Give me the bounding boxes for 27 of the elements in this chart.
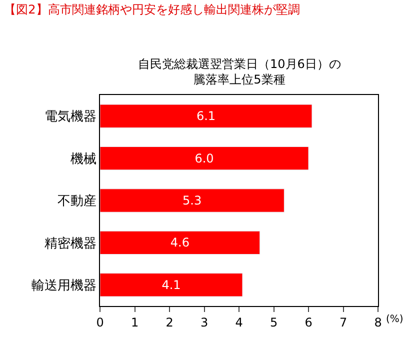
bar [100,230,260,255]
data-label: 6.0 [194,151,214,166]
y-tick-label: 不動産 [57,193,96,210]
data-label: 4.6 [170,236,190,250]
x-tick-label: 5 [270,315,278,330]
x-tick-label: 1 [130,315,139,330]
y-tick-label: 輸送用機器 [31,278,96,294]
y-tick-label: 精密機器 [44,236,96,252]
data-label: 4.1 [162,278,181,292]
chart-subtitle: 自民党総裁選翌営業日（10月6日）の騰落率上位5業種 [138,57,341,87]
x-tick-label: 0 [96,315,104,330]
y-tick-label: 電気機器 [44,110,96,125]
x-tick-label: 4 [235,315,243,330]
bar [100,146,309,170]
bar [100,188,284,212]
bar [100,273,243,297]
x-tick-label: 3 [200,315,208,330]
bar [100,104,312,128]
data-label: 6.1 [196,109,216,124]
y-tick-label: 機械 [70,152,96,167]
chart-title: 【図2】高市関連銘柄や円安を好感し輸出関連株が堅調 [4,2,300,17]
x-tick-label: 6 [304,315,312,330]
x-tick-label: 7 [339,315,348,330]
x-tick-label: 8 [374,315,382,330]
data-label: 5.3 [182,194,202,208]
x-tick-label: 2 [166,315,174,330]
x-axis-title: (%) [386,314,404,325]
